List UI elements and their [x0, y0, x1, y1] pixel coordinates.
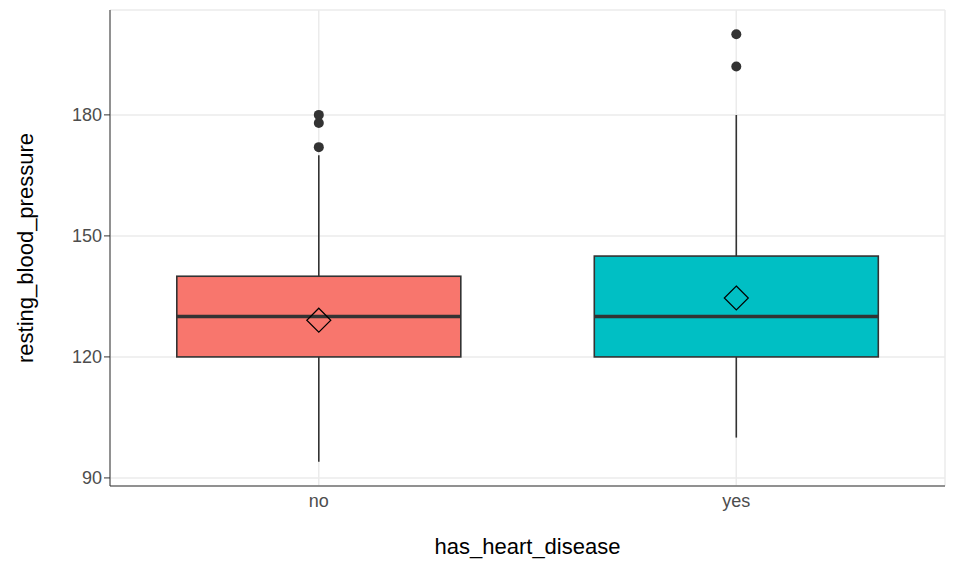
- svg-text:no: no: [309, 491, 329, 511]
- svg-text:yes: yes: [722, 491, 750, 511]
- svg-text:has_heart_disease: has_heart_disease: [435, 534, 621, 559]
- svg-text:120: 120: [72, 347, 102, 367]
- svg-text:resting_blood_pressure: resting_blood_pressure: [13, 133, 38, 363]
- svg-text:150: 150: [72, 226, 102, 246]
- svg-text:180: 180: [72, 105, 102, 125]
- svg-text:90: 90: [82, 468, 102, 488]
